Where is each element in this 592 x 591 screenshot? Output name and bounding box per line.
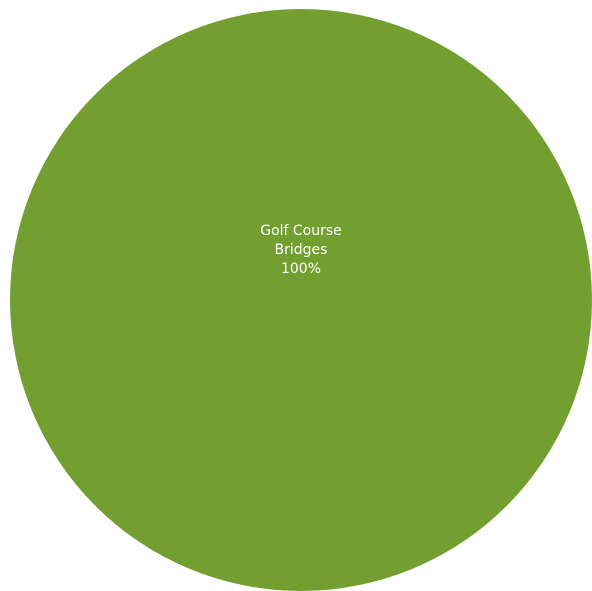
pie-slices <box>10 9 592 591</box>
slice-percent-label: 100% <box>281 261 321 277</box>
pie-labels: Golf Course Bridges 100% <box>260 223 342 277</box>
slice-category-label: Bridges <box>275 242 328 258</box>
pie-slice <box>10 9 592 591</box>
slice-category-label: Golf Course <box>260 223 342 239</box>
